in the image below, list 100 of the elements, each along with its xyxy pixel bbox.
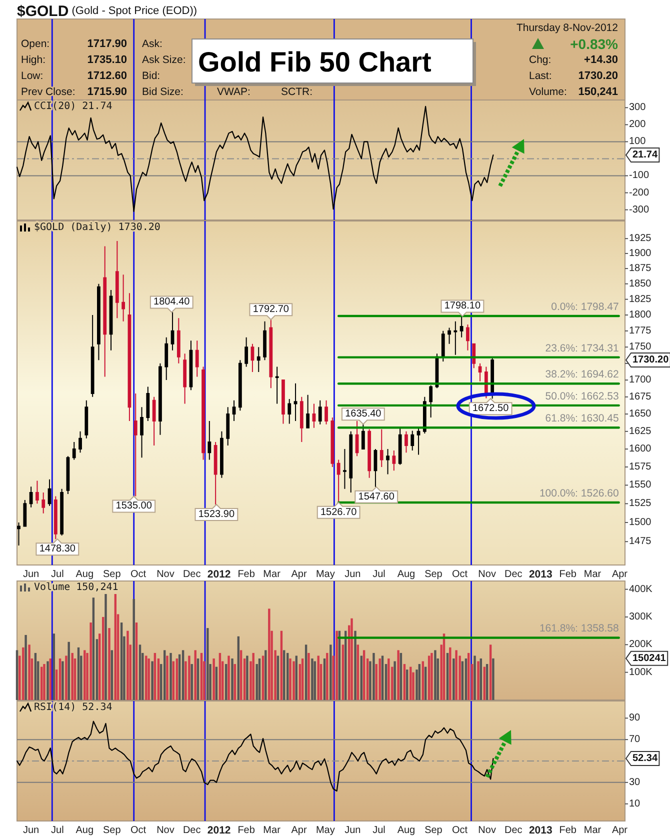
- y-tick-label: 1625: [629, 426, 652, 437]
- chart-title: Gold Fib 50 Chart: [198, 46, 432, 78]
- x-tick-label: Jun: [344, 569, 361, 580]
- text: Bid Size:: [142, 86, 184, 98]
- series-label: 38.2%: 1694.62: [545, 368, 620, 381]
- text: Volume:: [529, 86, 567, 98]
- text: Open:: [21, 38, 50, 50]
- text: Chg:: [529, 54, 552, 66]
- x-tick-label: May: [316, 825, 335, 836]
- x-tick-label: Dec: [504, 569, 522, 580]
- y-tick-label: 1475: [629, 536, 652, 548]
- x-tick-label: 2012: [207, 568, 231, 580]
- x-tick-label: Oct: [130, 825, 146, 836]
- y-tick-label: -100: [629, 170, 650, 182]
- y-tick-label: 1700: [629, 374, 652, 386]
- annotation: 1535.00: [116, 500, 152, 512]
- x-tick-label: Jul: [51, 569, 64, 580]
- x-tick-label: Feb: [559, 825, 577, 836]
- text: VWAP:: [217, 86, 250, 98]
- x-tick-label: Aug: [397, 825, 416, 836]
- x-tick-label: Apr: [291, 569, 308, 580]
- y-tick-label: 1900: [629, 248, 652, 259]
- y-tick-label: 400K: [629, 584, 653, 595]
- x-tick-label: Apr: [612, 569, 628, 580]
- x-tick-label: Jun: [22, 825, 40, 836]
- series-label: 50.0%: 1662.53: [545, 390, 620, 402]
- annotation: 1547.60: [358, 491, 395, 502]
- y-tick-label: 1600: [629, 444, 652, 455]
- annotation: 1635.40: [345, 408, 382, 420]
- y-tick-label: 1550: [629, 480, 652, 491]
- x-tick-label: Mar: [584, 825, 602, 836]
- x-tick-label: Mar: [263, 569, 282, 580]
- y-tick-label: 1525: [629, 498, 652, 510]
- y-tick-label: 200K: [629, 639, 653, 650]
- x-tick-label: Oct: [452, 825, 468, 836]
- y-tick-label: 300: [629, 102, 646, 114]
- text: +0.83%: [570, 36, 619, 52]
- text: High:: [21, 54, 46, 66]
- y-tick-label: 1825: [629, 294, 652, 305]
- y-tick-label: 1575: [629, 461, 652, 472]
- text: 21.74: [632, 150, 658, 161]
- series-label: 161.8%: 1358.58: [539, 622, 620, 635]
- text: 150241: [632, 652, 666, 664]
- annotation: 1478.30: [39, 544, 76, 555]
- series-label: 0.0%: 1798.47: [551, 300, 619, 313]
- x-tick-label: Jul: [372, 825, 386, 836]
- y-tick-label: -200: [629, 187, 650, 198]
- x-tick-label: Nov: [478, 569, 496, 580]
- x-tick-label: Aug: [76, 569, 94, 580]
- text: 1717.90: [87, 38, 127, 50]
- x-tick-label: Apr: [291, 825, 308, 836]
- x-tick-label: Dec: [182, 569, 201, 580]
- x-tick-label: Oct: [130, 569, 146, 580]
- y-tick-label: 1500: [629, 516, 652, 528]
- x-tick-label: Jul: [51, 825, 64, 836]
- x-tick-label: 2012: [207, 824, 231, 836]
- x-tick-label: Dec: [504, 825, 522, 836]
- text: 1730.20: [578, 70, 618, 82]
- y-tick-label: 100: [629, 136, 646, 148]
- y-tick-label: -300: [629, 204, 650, 216]
- text: 1715.90: [87, 86, 127, 98]
- x-tick-label: Jun: [22, 569, 40, 580]
- text: Low:: [21, 70, 44, 82]
- x-tick-label: Feb: [238, 569, 256, 580]
- y-tick-label: 300K: [629, 611, 653, 622]
- y-tick-label: 1850: [629, 278, 652, 290]
- x-tick-label: Sep: [102, 569, 122, 580]
- text: Bid:: [142, 70, 160, 82]
- annotation: 1792.70: [252, 304, 290, 316]
- annotation: 1804.40: [154, 296, 190, 308]
- annotation: 1526.70: [320, 506, 358, 518]
- x-tick-label: Aug: [397, 569, 416, 580]
- y-tick-label: 1775: [629, 325, 652, 336]
- x-tick-label: Sep: [102, 825, 122, 836]
- x-tick-label: Feb: [238, 825, 256, 836]
- y-tick-label: 1650: [629, 408, 652, 420]
- y-tick-label: 10: [629, 798, 641, 810]
- text: 52.34: [632, 752, 658, 764]
- text: SCTR:: [281, 86, 312, 98]
- text: Last:: [529, 70, 552, 82]
- x-tick-label: Apr: [612, 825, 628, 836]
- y-tick-label: 100K: [629, 666, 653, 678]
- x-tick-label: Nov: [156, 569, 174, 580]
- x-tick-label: Mar: [263, 825, 282, 836]
- x-tick-label: May: [316, 569, 335, 580]
- x-tick-label: Nov: [156, 825, 174, 836]
- text: Ask:: [142, 38, 162, 50]
- x-tick-label: 2013: [528, 824, 552, 836]
- y-tick-label: 1750: [629, 342, 652, 353]
- series-label: 100.0%: 1526.60: [539, 487, 620, 500]
- x-tick-label: Jul: [372, 569, 386, 580]
- text: 1730.20: [632, 354, 670, 366]
- text: 1735.10: [87, 54, 127, 66]
- series-label: 61.8%: 1630.45: [545, 412, 620, 425]
- y-tick-label: 1675: [629, 391, 652, 402]
- y-tick-label: 90: [629, 712, 641, 724]
- y-tick-label: 1875: [629, 263, 652, 274]
- x-tick-label: Dec: [182, 825, 201, 836]
- x-tick-label: Mar: [584, 569, 602, 580]
- text: +14.30: [584, 54, 618, 66]
